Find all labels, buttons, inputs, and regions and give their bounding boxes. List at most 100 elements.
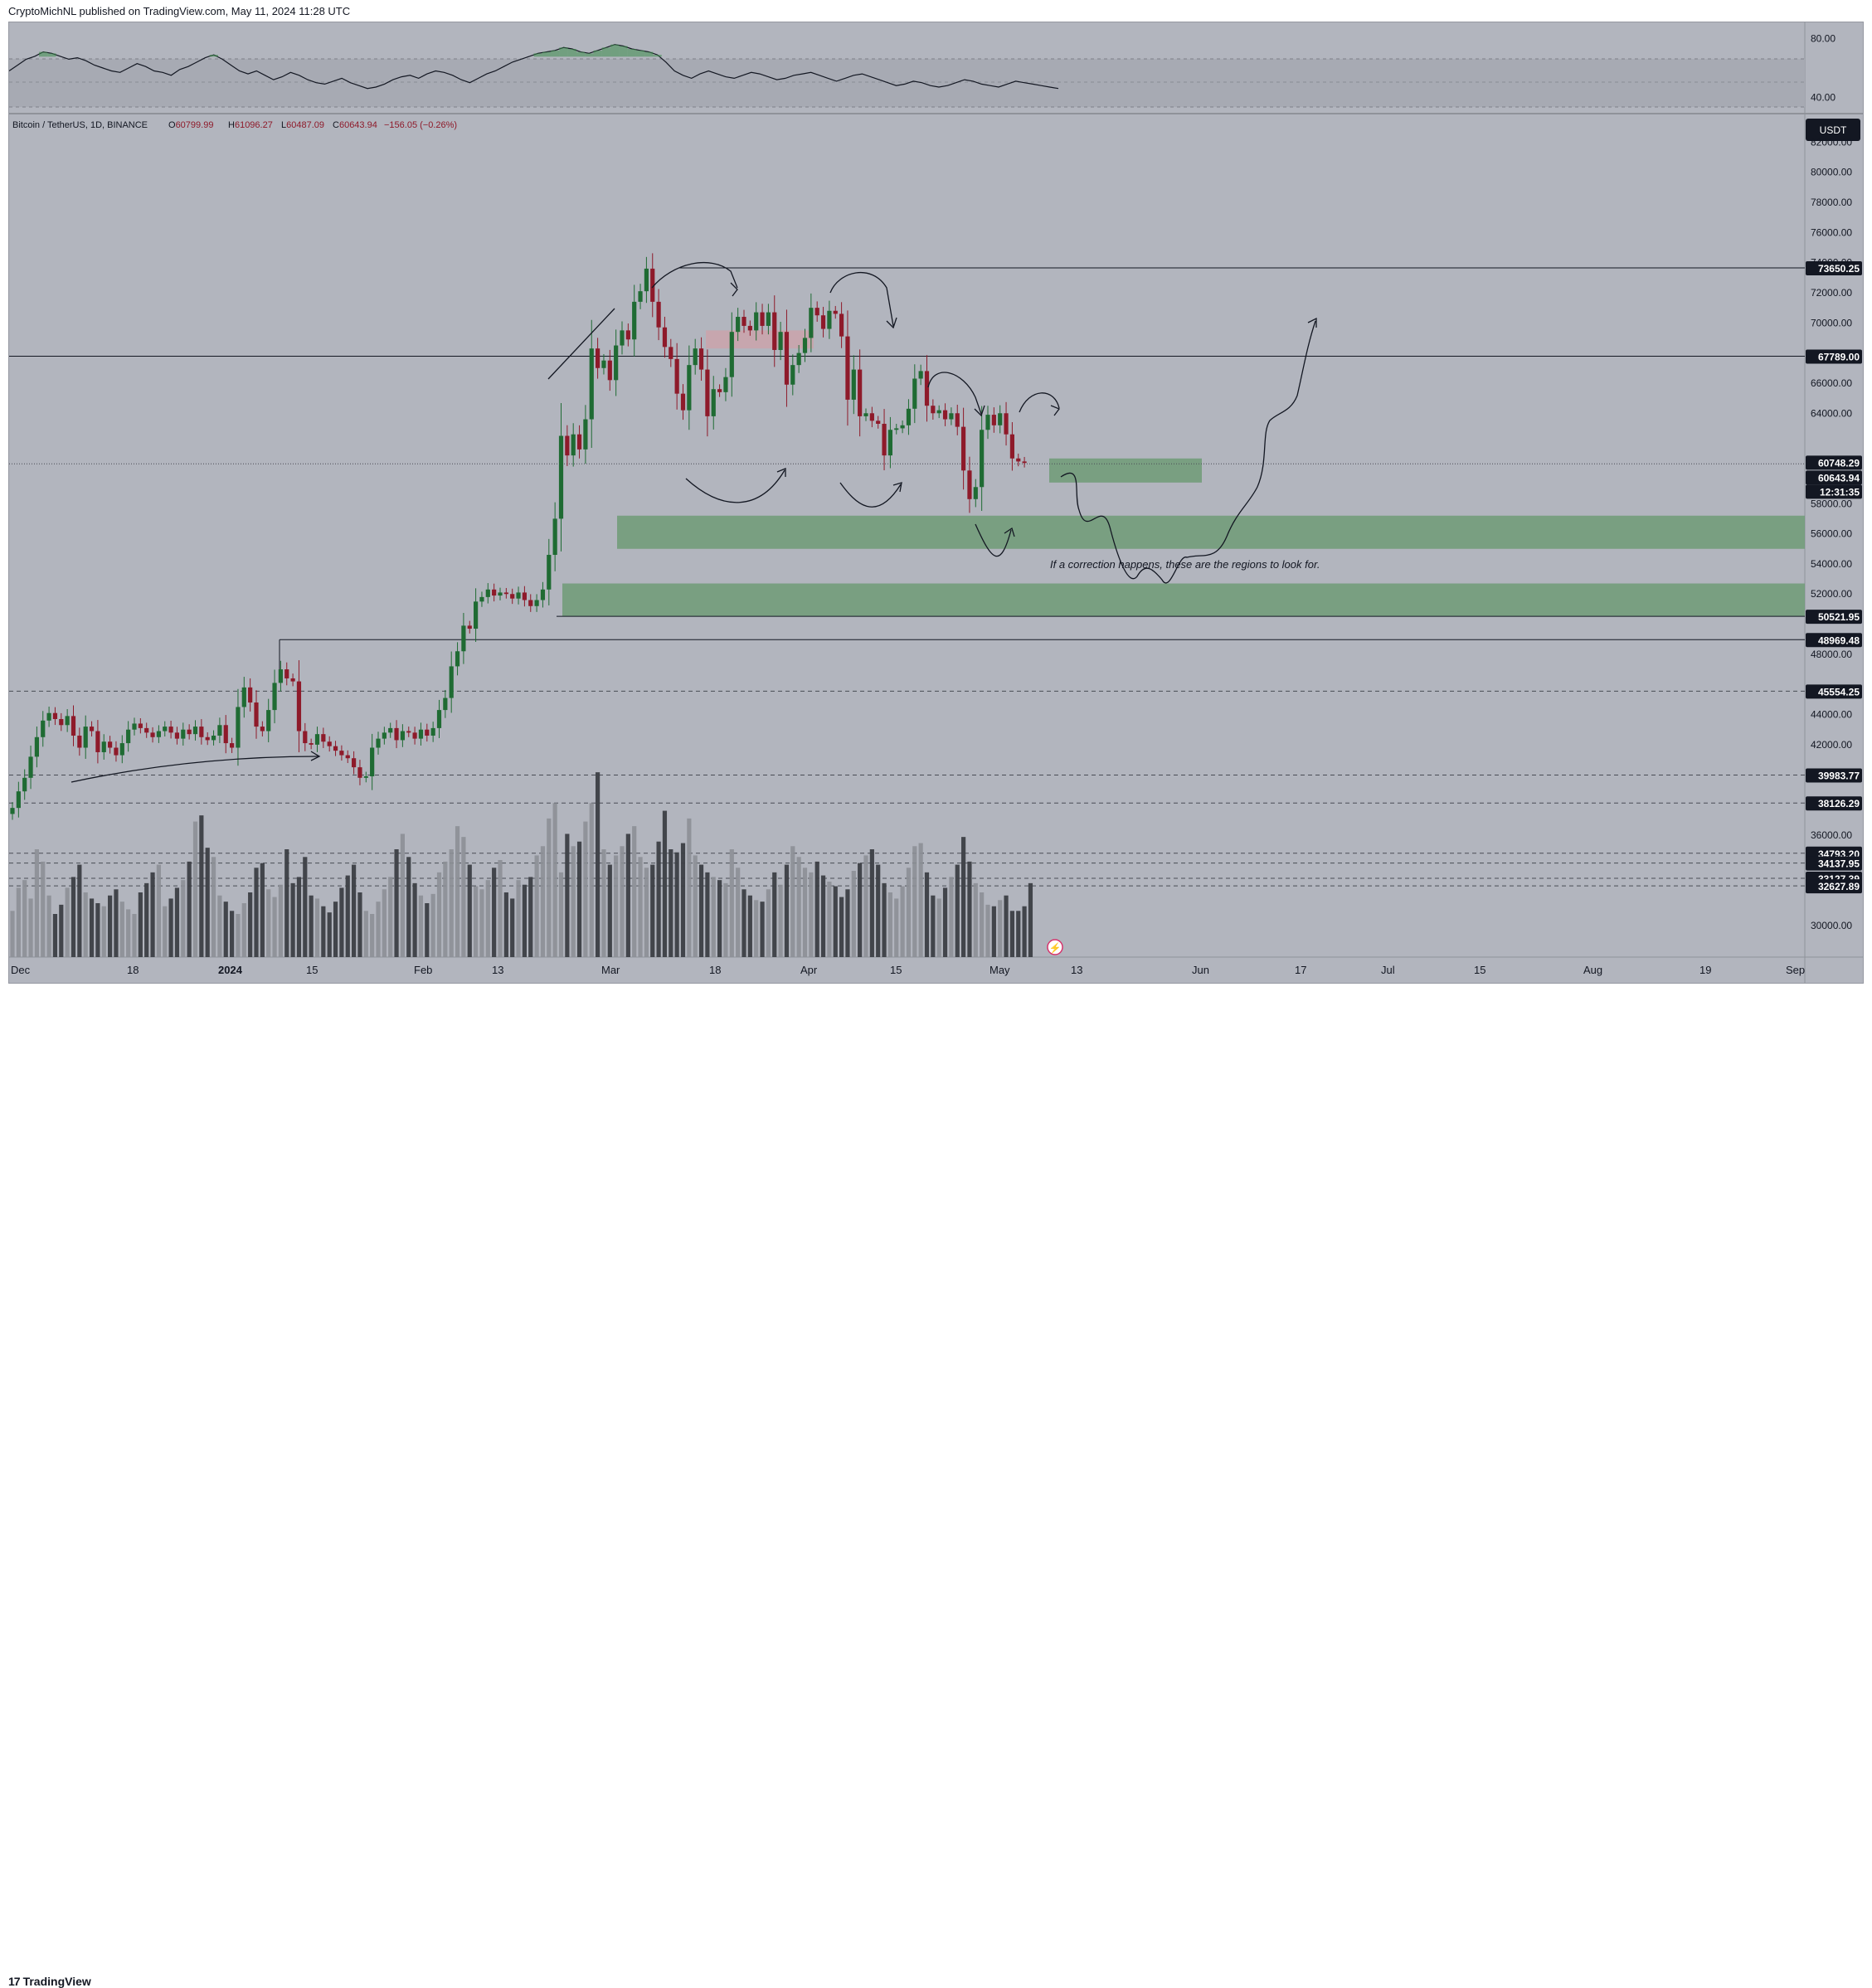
price-label-bg [1806, 879, 1862, 894]
volume-bar [814, 861, 819, 957]
tradingview-logo[interactable]: 17 TradingView [8, 1975, 91, 1988]
volume-bar [461, 837, 466, 957]
candle-body [388, 727, 393, 733]
volume-bar [114, 889, 119, 957]
price-axis-bg[interactable] [1805, 22, 1863, 983]
volume-bar [516, 880, 521, 957]
candle-body [339, 751, 344, 756]
candle-body [1004, 413, 1009, 435]
candle-body [126, 729, 131, 744]
ohlc-close: 60643.94 [339, 120, 377, 130]
price-tick-label: 78000.00 [1811, 197, 1852, 208]
candle-body [278, 669, 283, 683]
volume-bar [571, 846, 576, 957]
volume-bar [736, 868, 741, 957]
volume-bar [211, 857, 216, 957]
candle-body [357, 767, 362, 778]
legend-symbol: Bitcoin / TetherUS, 1D, BINANCE [12, 120, 148, 130]
lightning-icon[interactable] [1047, 939, 1063, 955]
candle-body [52, 712, 58, 719]
hand-drawn-path [839, 482, 902, 508]
volume-bar [949, 877, 954, 957]
candle-body [65, 716, 70, 726]
volume-bar [309, 895, 314, 957]
price-tick-label: 52000.00 [1811, 588, 1852, 600]
price-tick-label: 30000.00 [1811, 920, 1852, 931]
rsi-overbought-fill [619, 46, 628, 57]
volume-bar [241, 903, 246, 957]
volume-bar [558, 872, 564, 957]
volume-bar [181, 880, 186, 957]
candle-body [693, 348, 698, 366]
publish-text: CryptoMichNL published on TradingView.co… [8, 5, 351, 17]
candle-body [656, 301, 661, 328]
candle-body [150, 732, 155, 737]
arrowhead [886, 317, 897, 329]
volume-bar [858, 863, 863, 957]
volume-bar [321, 906, 326, 957]
volume-bar [1016, 911, 1021, 957]
volume-bar [455, 826, 460, 957]
currency-badge[interactable]: USDT [1820, 124, 1847, 136]
candle-body [22, 777, 27, 792]
price-label: 50521.95 [1818, 611, 1860, 623]
candle-body [34, 736, 39, 757]
volume-bar [168, 898, 173, 957]
candle-body [876, 420, 881, 424]
volume-bar [296, 877, 302, 957]
candle-body [931, 406, 936, 414]
candle-body [887, 430, 892, 456]
candle-body [809, 308, 814, 338]
chart-frame[interactable]: 80.00 40.00 Bitcoin / TetherUS, 1D, BINAN… [8, 22, 1864, 984]
volume-bar [778, 884, 783, 957]
candle-body [10, 808, 15, 814]
volume-bar [863, 855, 868, 957]
candle-body [241, 687, 246, 707]
volume-bar [248, 892, 253, 957]
hand-drawn-path [685, 469, 785, 503]
svg-text:C60643.94: C60643.94 [333, 120, 377, 130]
volume-bar [503, 892, 508, 957]
candle-body [565, 435, 570, 456]
volume-bar [187, 861, 192, 957]
price-label: 34137.95 [1818, 858, 1860, 870]
candle-body [266, 710, 271, 732]
candle-body [352, 758, 357, 768]
candle-body [503, 592, 508, 595]
candle-body [333, 746, 338, 751]
volume-bar [687, 818, 692, 957]
ohlc-close-label: C [333, 120, 339, 130]
candle-body [309, 743, 314, 745]
volume-bar [754, 900, 759, 957]
time-tick-label: 18 [127, 964, 139, 976]
price-tick-label: 36000.00 [1811, 829, 1852, 841]
candle-body [492, 589, 497, 596]
candle-body [187, 729, 192, 735]
legend-ohlc: O60799.99 H61096.27 L60487.09 C60643.94 … [168, 120, 457, 130]
volume-bar [352, 864, 357, 957]
candle-body [717, 389, 722, 392]
time-tick-label: Feb [414, 964, 432, 976]
candle-body [534, 600, 539, 606]
price-label-bg [1806, 684, 1862, 699]
currency-badge-bg[interactable] [1806, 119, 1860, 141]
candle-body [59, 718, 64, 726]
hand-drawn-path [547, 308, 615, 380]
candle-body [314, 734, 320, 745]
candle-body [906, 408, 912, 425]
candle-body [711, 389, 716, 416]
volume-bar [973, 882, 978, 957]
volume-bar [669, 849, 673, 957]
candle-body [596, 348, 600, 368]
candle-body [144, 727, 149, 733]
volume-bar [156, 864, 161, 957]
volume-bar [820, 875, 826, 957]
candle-body [132, 723, 137, 730]
candle-body [217, 725, 222, 736]
volume-bar [583, 821, 588, 957]
candle-body [784, 332, 790, 385]
candle-body [723, 377, 728, 392]
chart-svg[interactable]: 80.00 40.00 Bitcoin / TetherUS, 1D, BINAN… [8, 22, 1863, 983]
time-tick-label: 15 [306, 964, 318, 976]
candle-body [540, 589, 546, 600]
